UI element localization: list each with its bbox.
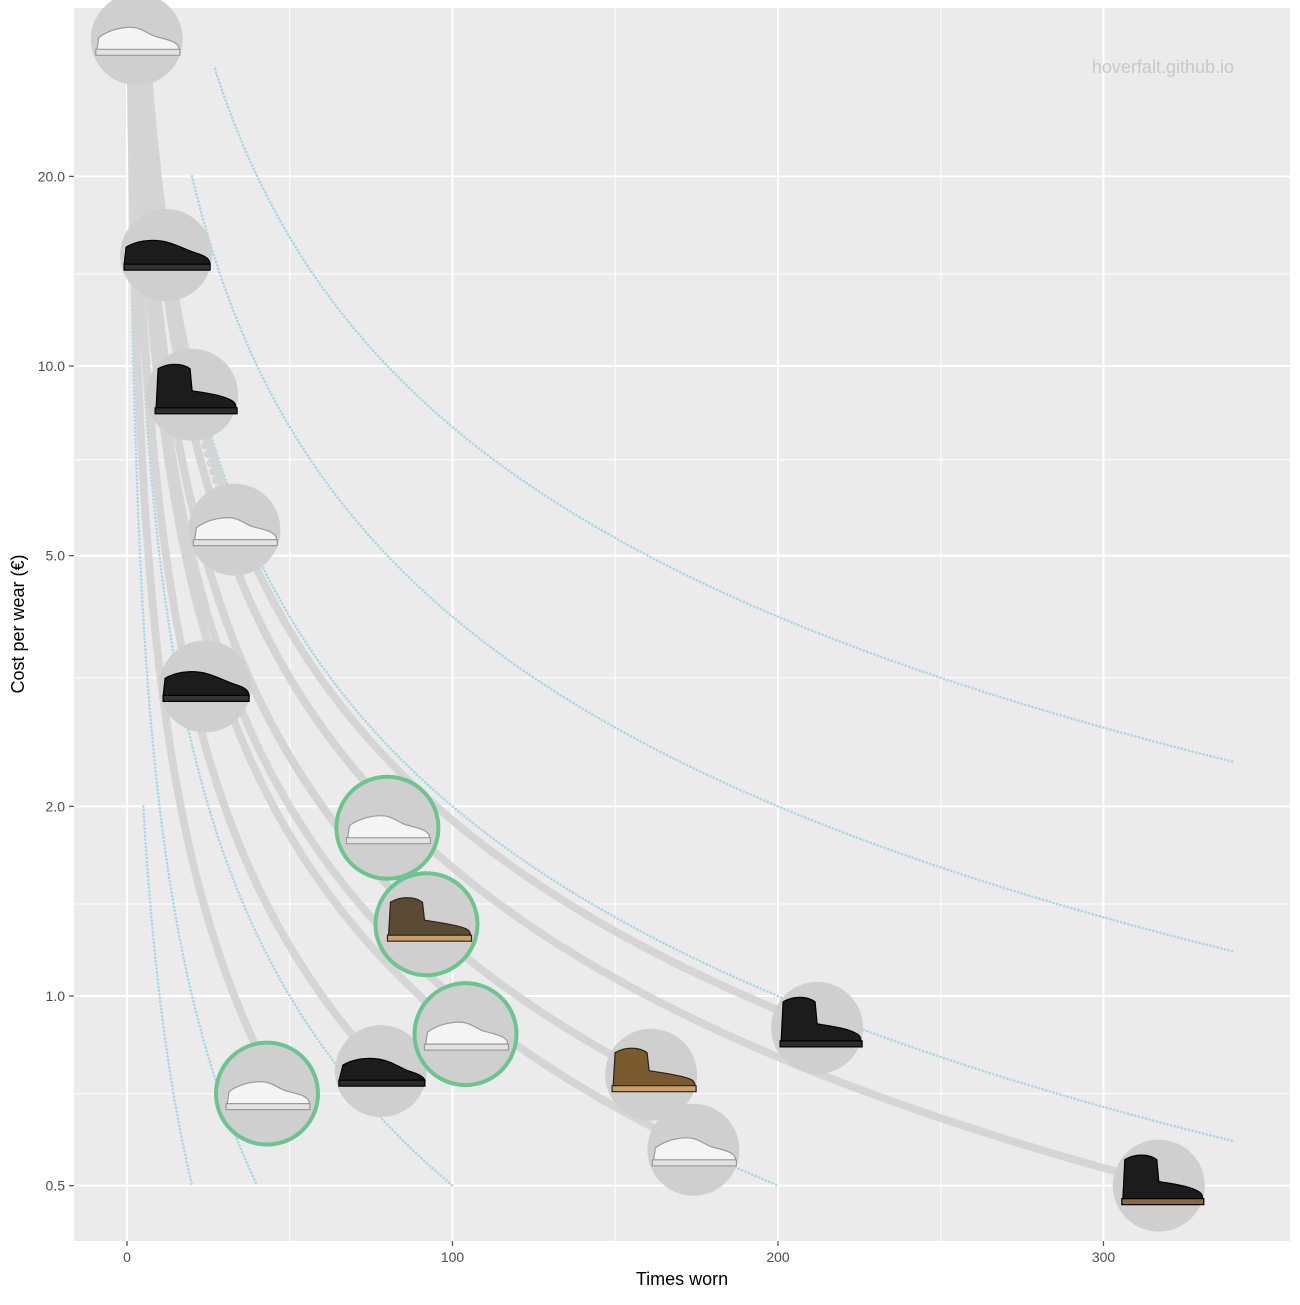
reference-curve: [190, 175, 1235, 953]
brown-leather-boot-icon: [386, 897, 473, 942]
y-axis-title: Cost per wear (€): [8, 554, 28, 693]
y-tick-label: 0.5: [46, 1178, 66, 1194]
x-axis-title: Times worn: [636, 1269, 728, 1289]
y-tick-label: 2.0: [46, 798, 66, 814]
shoe-trail: [130, 8, 470, 1040]
y-tick-label: 10.0: [38, 358, 65, 374]
shoe-markers: [90, 0, 1205, 1232]
shoe-marker[interactable]: [90, 0, 183, 86]
black-ankle-boot-icon: [154, 363, 238, 415]
y-tick-label: 1.0: [46, 988, 66, 1004]
shoe-marker[interactable]: [1112, 1139, 1205, 1232]
reference-curve: [129, 175, 259, 1187]
tan-chukka-boot-icon: [611, 1047, 697, 1093]
shoe-marker[interactable]: [647, 1103, 740, 1196]
shoe-marker[interactable]: [146, 348, 239, 441]
black-dress-boot-icon: [162, 671, 250, 703]
shoe-marker[interactable]: [334, 774, 441, 881]
x-tick-label: 200: [766, 1249, 790, 1265]
white-sneaker-icon: [225, 1080, 311, 1111]
x-tick-label: 300: [1092, 1249, 1116, 1265]
black-lace-boot-icon: [1121, 1154, 1205, 1206]
reference-curve: [158, 175, 1235, 1143]
white-star-sneaker-icon: [423, 1021, 510, 1051]
shoe-marker[interactable]: [334, 1025, 427, 1118]
black-derby-shoe-icon: [123, 239, 211, 271]
shoe-marker[interactable]: [214, 1040, 320, 1147]
y-tick-label: 20.0: [38, 168, 65, 184]
axes: 0 100 200 300 0.5 1.0 2.0 5.0 10.0 20.0: [38, 168, 1116, 1265]
black-winter-boot-icon: [779, 996, 863, 1048]
shoe-trail: [126, 35, 271, 1073]
plot-panel: [74, 8, 1290, 1241]
reference-curve: [213, 67, 1235, 764]
white-sneaker-icon: [651, 1137, 738, 1167]
shoe-marker[interactable]: [159, 640, 252, 733]
shoe-marker[interactable]: [188, 483, 281, 576]
shoe-marker[interactable]: [120, 209, 213, 302]
white-leather-sneaker-icon: [192, 516, 278, 547]
black-running-shoe-icon: [338, 1057, 426, 1087]
reference-curve: [142, 805, 194, 1187]
shoe-marker[interactable]: [771, 981, 864, 1074]
x-tick-label: 0: [123, 1249, 131, 1265]
shoe-marker[interactable]: [373, 871, 480, 978]
white-low-sneaker-icon: [95, 26, 181, 56]
white-sneaker-icon: [345, 815, 431, 845]
shoe-marker[interactable]: [605, 1028, 698, 1121]
shoe-trail: [137, 8, 1163, 1188]
x-tick-label: 100: [441, 1249, 465, 1265]
shoe-trail: [128, 8, 385, 1072]
shoe-marker[interactable]: [412, 981, 519, 1088]
y-tick-label: 5.0: [46, 548, 66, 564]
watermark-text: hoverfalt.github.io: [1092, 57, 1234, 77]
